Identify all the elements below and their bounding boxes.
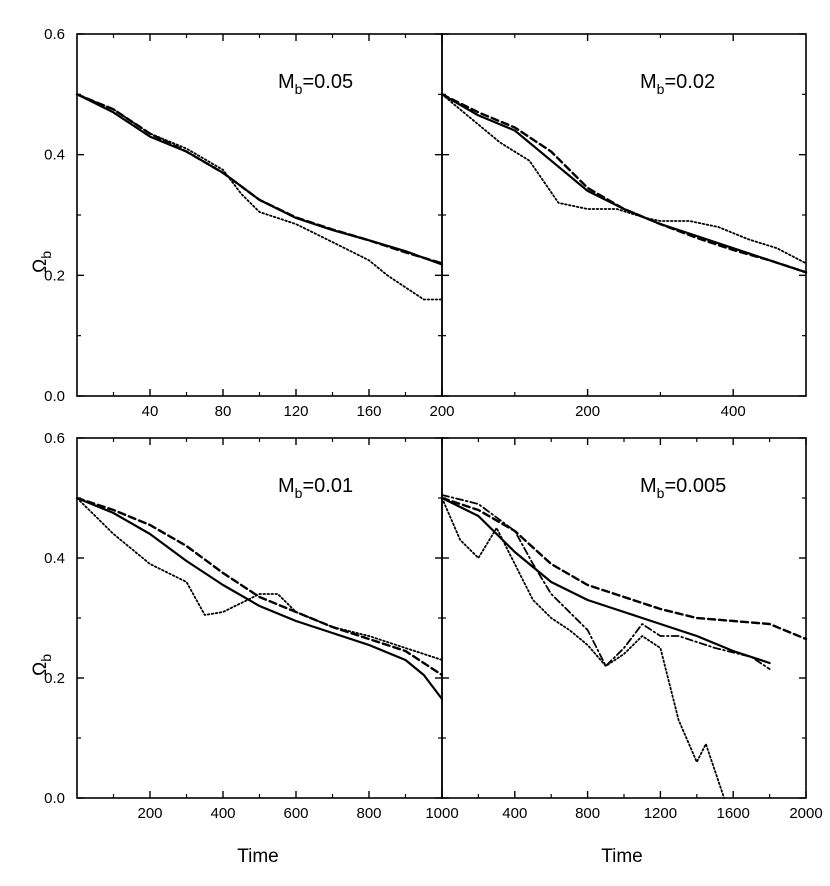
- series-dash-dot-line: [441, 494, 771, 670]
- x-tick-label: 400: [502, 805, 527, 822]
- series-dotted-line: [441, 93, 807, 265]
- panel-label-main: M: [278, 71, 295, 93]
- x-tick-label: 800: [356, 805, 381, 822]
- panel-4-label: Mb=0.005: [640, 475, 726, 501]
- x-tick-label: 40: [142, 403, 159, 420]
- series-dotted-line: [76, 497, 443, 661]
- x-tick-label: 200: [137, 805, 162, 822]
- x-tick-label: 2000: [789, 805, 822, 822]
- series-dashed-line: [440, 93, 808, 274]
- series-dashed-line: [75, 93, 444, 265]
- ylabel-top: Ωb: [30, 251, 54, 273]
- panel-1-frame: [76, 33, 443, 397]
- ylabel-bottom: Ωb: [30, 654, 54, 676]
- x-tick-label: 200: [575, 403, 600, 420]
- y-tick-label: 0.4: [44, 550, 65, 567]
- x-tick-label: 160: [356, 403, 381, 420]
- panel-1: 40 80 120 160 200 0.0 0.2 0.4 0.6 Mb=0.05: [44, 26, 454, 420]
- x-tick-label: 200: [429, 403, 454, 420]
- panel-4: 400 800 1200 1600 2000 Mb=0.005: [440, 437, 823, 822]
- series-dotted-line: [76, 93, 443, 301]
- panel-label-main: M: [278, 475, 295, 497]
- panel-label-value: =0.005: [664, 475, 726, 497]
- ylabel-top-sub: b: [38, 251, 54, 259]
- y-tick-label: 0.4: [44, 147, 65, 164]
- series-solid-line: [440, 496, 771, 665]
- ylabel-top-main: Ω: [30, 259, 51, 273]
- y-tick-label: 0.6: [44, 430, 65, 447]
- x-tick-label: 1200: [644, 805, 677, 822]
- ylabel-bottom-sub: b: [38, 654, 54, 662]
- panel-2: 200 400 Mb=0.02: [440, 33, 808, 420]
- xlabel-right: Time: [601, 846, 643, 867]
- panel-2-label: Mb=0.02: [640, 71, 715, 97]
- panel-label-value: =0.02: [664, 71, 715, 93]
- panel-label-value: =0.01: [302, 475, 353, 497]
- xlabel-left: Time: [237, 846, 279, 867]
- x-tick-label: 400: [721, 403, 746, 420]
- panel-label-main: M: [640, 71, 657, 93]
- panel-3-frame: [76, 437, 443, 799]
- panel-label-sub: b: [657, 81, 665, 97]
- panel-4-frame: [441, 437, 807, 799]
- series-solid-line: [75, 496, 444, 701]
- y-tick-label: 0.2: [44, 267, 65, 284]
- x-tick-label: 400: [210, 805, 235, 822]
- y-tick-label: 0.2: [44, 670, 65, 687]
- x-tick-label: 80: [215, 403, 232, 420]
- panel-label-sub: b: [295, 485, 303, 501]
- y-tick-label: 0.6: [44, 26, 65, 43]
- panel-1-label: Mb=0.05: [278, 71, 353, 97]
- panel-label-sub: b: [657, 485, 665, 501]
- panel-label-sub: b: [295, 81, 303, 97]
- x-tick-label: 600: [283, 805, 308, 822]
- ylabel-bottom-main: Ω: [30, 662, 51, 676]
- panel-3-label: Mb=0.01: [278, 475, 353, 501]
- x-tick-label: 1000: [425, 805, 458, 822]
- x-tick-label: 800: [575, 805, 600, 822]
- panel-label-value: =0.05: [302, 71, 353, 93]
- series-dashed-line: [75, 496, 444, 677]
- y-tick-label: 0.0: [44, 790, 65, 807]
- panel-2-frame: [441, 33, 807, 397]
- x-tick-label: 1600: [717, 805, 750, 822]
- y-tick-label: 0.0: [44, 388, 65, 405]
- panel-label-main: M: [640, 475, 657, 497]
- x-tick-label: 120: [283, 403, 308, 420]
- series-solid-line: [75, 93, 444, 266]
- panel-3: 200 400 600 800 1000 0.0 0.2 0.4 0.6 Mb=0.01: [44, 430, 459, 822]
- series-dashed-line: [440, 496, 808, 641]
- series-dotted-line: [441, 497, 725, 799]
